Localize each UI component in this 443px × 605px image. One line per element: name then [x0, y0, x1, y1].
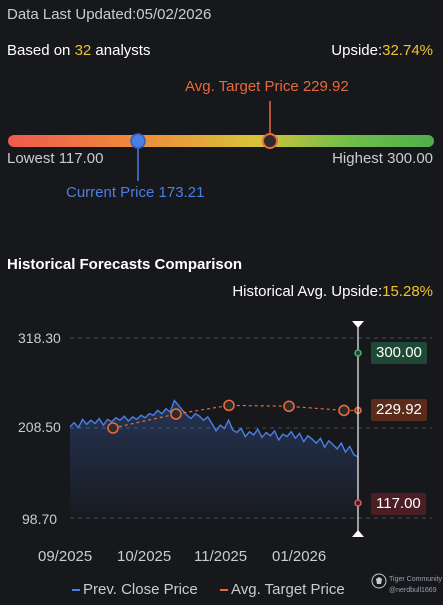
x-tick-label: 11/2025 — [194, 548, 248, 565]
historical-upside-value: 15.28% — [382, 283, 433, 300]
legend-swatch-line-icon — [72, 589, 80, 592]
watermark-brand: Tiger Community — [389, 576, 443, 583]
analyst-count-text: Based on 32 analysts — [7, 42, 151, 59]
avg-target-point — [338, 404, 350, 417]
analyst-count: 32 — [74, 42, 92, 59]
history-chart[interactable] — [0, 300, 443, 545]
tiger-logo-icon — [371, 573, 387, 589]
lowest-label: Lowest 117.00 — [7, 150, 104, 167]
price-area — [70, 400, 358, 518]
price-range-gauge — [8, 135, 434, 147]
avg-target-point — [223, 399, 235, 412]
legend-prev-close[interactable]: Prev. Close Price — [72, 581, 198, 598]
avg-target-point — [107, 422, 119, 434]
prev-close-line — [69, 399, 359, 458]
section-title: Historical Forecasts Comparison — [7, 256, 243, 273]
data-last-updated: Data Last Updated:05/02/2026 — [7, 6, 212, 23]
current-price-label: Current Price 173.21 — [66, 184, 205, 201]
gauge-markers — [130, 101, 278, 181]
highest-label: Highest 300.00 — [332, 150, 433, 167]
crosshair-bottom-handle — [352, 530, 364, 537]
avg-target-point — [283, 400, 295, 413]
high-target-badge: 300.00 — [371, 342, 427, 364]
avg-target-label: Avg. Target Price 229.92 — [185, 78, 349, 95]
x-tick-label: 09/2025 — [38, 548, 93, 565]
avg-target-points — [107, 399, 362, 434]
x-tick-label: 10/2025 — [117, 548, 172, 565]
low-target-point — [354, 499, 362, 507]
avg-target-badge: 229.92 — [371, 399, 427, 421]
avg-target-marker — [262, 133, 278, 149]
upside-text: Upside:32.74% — [331, 42, 433, 59]
historical-upside: Historical Avg. Upside:15.28% — [232, 283, 433, 300]
crosshair-top-handle — [352, 321, 364, 328]
y-tick-label: 208.50 — [18, 419, 61, 435]
x-tick-label: 01/2026 — [272, 548, 327, 565]
upside-value: 32.74% — [382, 42, 433, 59]
high-target-point — [354, 349, 362, 357]
current-price-marker — [130, 133, 146, 149]
watermark-user: @nerdbull1669 — [389, 587, 437, 594]
legend-avg-target[interactable]: Avg. Target Price — [220, 581, 345, 598]
avg-target-point — [170, 408, 182, 420]
y-tick-label: 98.70 — [22, 511, 58, 527]
legend-swatch-dash-icon — [220, 589, 228, 592]
y-tick-label: 318.30 — [18, 330, 61, 346]
low-target-badge: 117.00 — [371, 493, 426, 515]
